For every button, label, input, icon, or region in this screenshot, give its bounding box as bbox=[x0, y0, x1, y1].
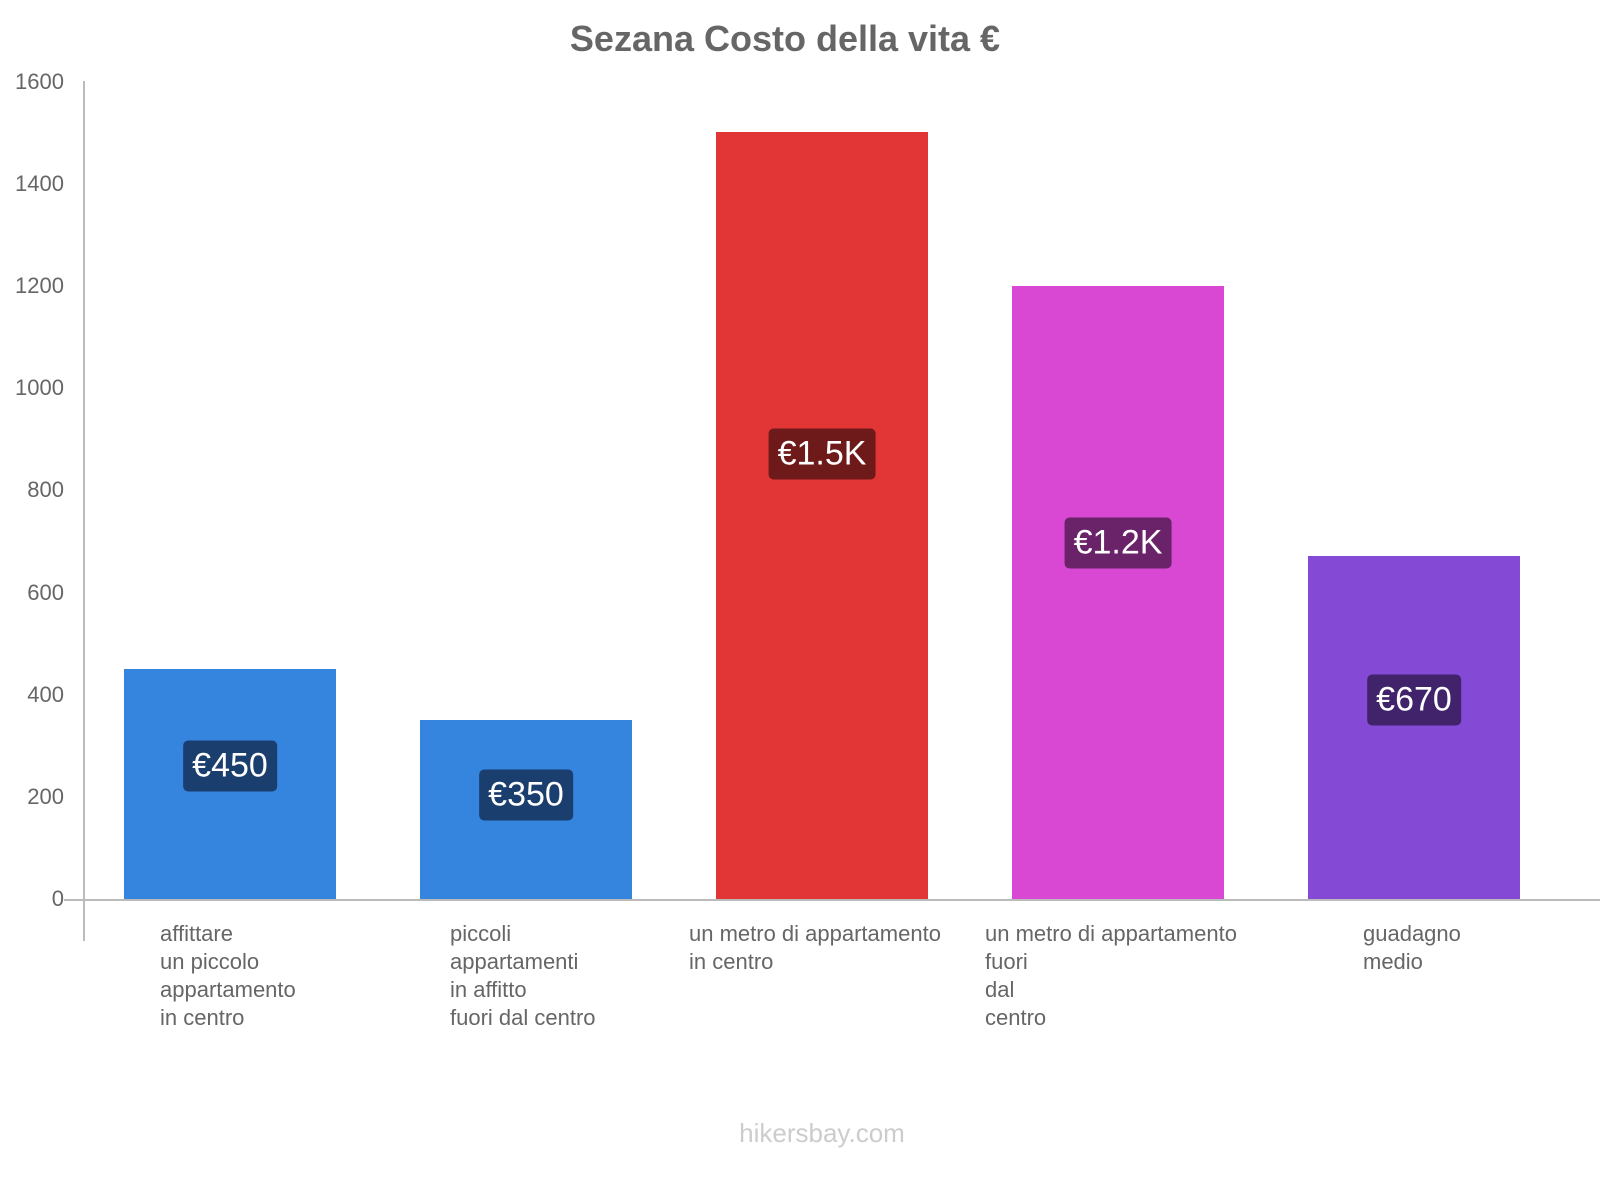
footer-watermark: hikersbay.com bbox=[739, 1118, 905, 1148]
y-tick-label: 400 bbox=[27, 682, 64, 707]
bar[interactable]: €450 bbox=[124, 668, 336, 899]
bar-value-label: €350 bbox=[479, 769, 573, 821]
bar[interactable]: €670 bbox=[1308, 556, 1520, 899]
bar[interactable]: €350 bbox=[420, 720, 632, 899]
x-axis-label: un metro di appartamento fuori dal centr… bbox=[985, 921, 1237, 1030]
y-tick-label: 600 bbox=[27, 580, 64, 605]
bar-value-label: €1.2K bbox=[1064, 517, 1172, 569]
y-tick-label: 800 bbox=[27, 477, 64, 502]
y-tick-label: 1000 bbox=[15, 375, 64, 400]
y-tick-label: 1200 bbox=[15, 273, 64, 298]
y-axis-line bbox=[83, 81, 85, 941]
y-tick-label: 1400 bbox=[15, 171, 64, 196]
x-axis-label: un metro di appartamento in centro bbox=[689, 921, 941, 974]
chart-title: Sezana Costo della vita € bbox=[569, 18, 1001, 59]
bar-value-label: €1.5K bbox=[768, 428, 876, 480]
y-tick-label: 200 bbox=[27, 784, 64, 809]
y-tick-label: 0 bbox=[51, 886, 64, 911]
x-axis-line bbox=[64, 899, 1600, 901]
y-tick-label: 1600 bbox=[15, 69, 64, 94]
x-axis-label: affittare un piccolo appartamento in cen… bbox=[160, 921, 296, 1030]
x-axis-label: guadagno medio bbox=[1363, 921, 1461, 974]
bar-value-label: €450 bbox=[183, 740, 277, 792]
x-axis-label: piccoli appartamenti in affitto fuori da… bbox=[450, 921, 596, 1030]
bar-value-label: €670 bbox=[1367, 674, 1461, 726]
bar[interactable]: €1.5K bbox=[716, 132, 928, 899]
bar[interactable]: €1.2K bbox=[1012, 285, 1224, 899]
